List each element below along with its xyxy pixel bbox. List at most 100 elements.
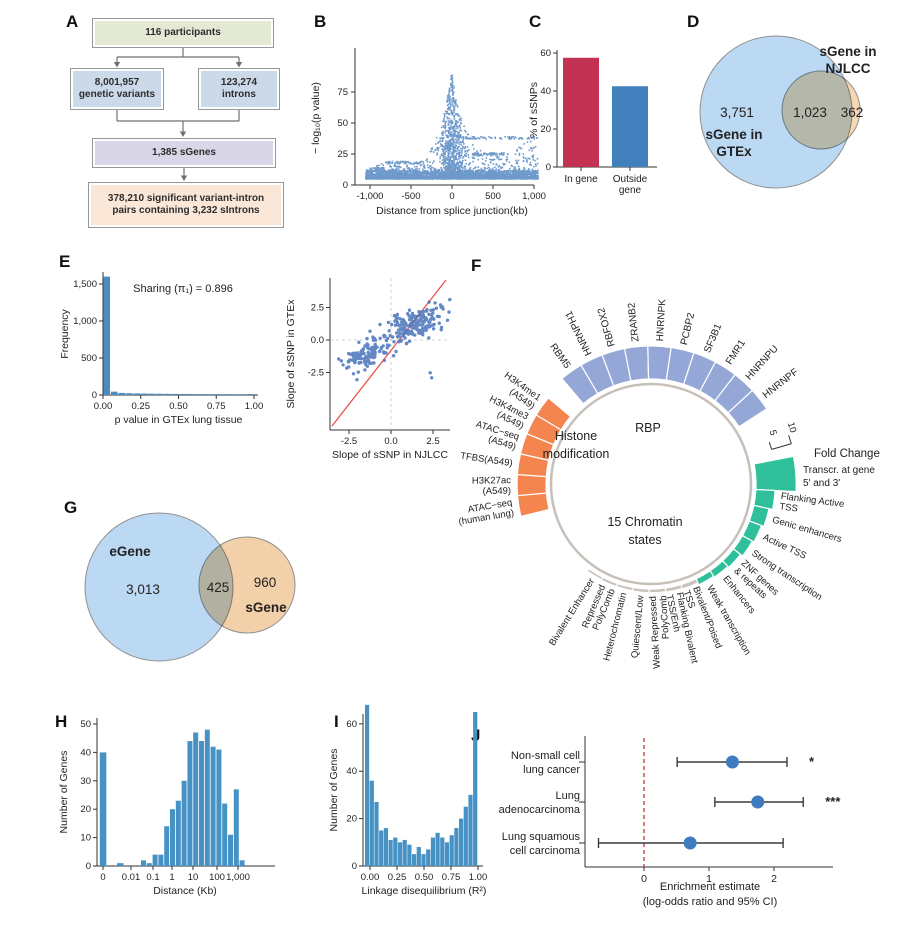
ring-label: Transcr. at gene 5' and 3' bbox=[803, 465, 875, 489]
forest-point bbox=[751, 795, 765, 809]
flow-box-3: 1,385 sGenes bbox=[92, 138, 276, 168]
panel-label-h: H bbox=[55, 712, 68, 731]
y-axis-label: Number of Genes bbox=[328, 749, 340, 832]
svg-text:20: 20 bbox=[540, 124, 551, 135]
scatter-points bbox=[365, 74, 539, 180]
venn-overlap-value: 425 bbox=[207, 580, 230, 595]
ring-label: RBFOX2 bbox=[596, 306, 618, 348]
ring-label: ATAC−seq(human lung) bbox=[456, 497, 515, 527]
venn-right-circle bbox=[781, 70, 861, 150]
ring-label: HNRNPF bbox=[761, 367, 801, 401]
x-axis-label: Enrichment estimate (log-odds ratio and 9… bbox=[643, 881, 778, 908]
flow-box-text: 116 participants bbox=[95, 21, 271, 45]
venn-overlap-value: 1,023 bbox=[793, 105, 827, 120]
svg-text:-1,000: -1,000 bbox=[357, 191, 384, 202]
svg-text:-2.5: -2.5 bbox=[308, 368, 324, 379]
y-axis-label: Number of Genes bbox=[58, 751, 70, 834]
panel-d-venn-gtex-njlcc: 3,751 sGene in GTEx 1,023 362 sGene in NJLCC bbox=[699, 35, 877, 189]
flowchart-connectors bbox=[113, 48, 243, 181]
panel-label-d: D bbox=[687, 12, 700, 31]
svg-text:2.5: 2.5 bbox=[426, 436, 439, 447]
venn-right-label: sGene bbox=[245, 600, 287, 615]
svg-text:0: 0 bbox=[546, 162, 551, 173]
forest-row bbox=[714, 795, 804, 809]
venn-left-label: eGene bbox=[109, 544, 151, 559]
panel-e-slope-scatter: -2.5 0.0 2.5 -2.5 0.0 2.5 Slope of sSNP in NJL… bbox=[285, 278, 452, 461]
svg-text:0.0: 0.0 bbox=[384, 436, 397, 447]
flow-box-text: 8,001,957 genetic variants bbox=[73, 71, 161, 107]
histogram-bars bbox=[365, 704, 478, 866]
forest-point bbox=[725, 755, 739, 769]
venn-left-value: 3,013 bbox=[126, 582, 160, 597]
svg-text:0.00: 0.00 bbox=[94, 401, 113, 412]
svg-text:60: 60 bbox=[540, 48, 551, 59]
svg-text:50: 50 bbox=[337, 118, 348, 129]
panel-label-i: I bbox=[334, 712, 339, 731]
axes: -2.5 0.0 2.5 -2.5 0.0 2.5 Slope of sSNP in NJL… bbox=[285, 278, 450, 461]
panel-label-b: B bbox=[314, 12, 327, 31]
fold-change-title: Fold Change bbox=[814, 448, 880, 460]
svg-text:1,000: 1,000 bbox=[73, 316, 97, 327]
bar-0 bbox=[563, 57, 599, 167]
ring-label: FMR1 bbox=[724, 338, 748, 367]
scatter-points bbox=[337, 297, 452, 382]
svg-text:500: 500 bbox=[485, 191, 501, 202]
svg-text:0.0: 0.0 bbox=[311, 335, 324, 346]
bar-category-label: In gene bbox=[564, 174, 598, 185]
flow-box-2: 123,274 introns bbox=[198, 68, 280, 110]
histogram-bars bbox=[103, 276, 254, 395]
svg-text:25: 25 bbox=[337, 149, 348, 160]
svg-text:1.00: 1.00 bbox=[245, 401, 264, 412]
venn-right-label: sGene in NJLCC bbox=[819, 44, 876, 76]
axes: 0 500 1,000 1,500 0.00 0.25 0.50 0.75 1.00p valu… bbox=[59, 272, 263, 426]
svg-text:1,500: 1,500 bbox=[73, 279, 97, 290]
panel-e-pvalue-histogram: 0 500 1,000 1,500 0.00 0.25 0.50 0.75 1.00p valu… bbox=[59, 272, 263, 426]
ring-label: HNRNPH1 bbox=[564, 308, 595, 357]
ring-label: TFBS(A549) bbox=[459, 451, 513, 470]
venn-right-value: 362 bbox=[841, 105, 864, 120]
significance-stars: *** bbox=[825, 794, 841, 809]
bar-category-label: Outside gene bbox=[613, 174, 648, 196]
panel-label-e: E bbox=[59, 252, 71, 271]
panel-c-ssnp-barchart: 0 20 40 60 % of sSNPs In gene Outside gene bbox=[528, 48, 657, 196]
svg-text:-2.5: -2.5 bbox=[341, 436, 357, 447]
svg-text:500: 500 bbox=[81, 353, 97, 364]
panel-label-a: A bbox=[66, 12, 79, 31]
ring-label: RBM5 bbox=[547, 342, 572, 371]
flow-box-text: 378,210 significant variant-intron pairs… bbox=[91, 185, 281, 225]
venn-left-label: sGene in GTEx bbox=[705, 127, 762, 159]
ring-label: PCBP2 bbox=[679, 311, 697, 346]
group-title-rbp: RBP bbox=[635, 421, 661, 435]
svg-text:1,000: 1,000 bbox=[522, 191, 546, 202]
ring-label: H3K27ac (A549) bbox=[472, 475, 512, 497]
forest-row bbox=[597, 836, 784, 850]
x-axis-label: p value in GTEx lung tissue bbox=[115, 414, 243, 426]
ring-label: Quiescent/Low bbox=[630, 595, 647, 659]
ring-label: HNRNPK bbox=[655, 298, 669, 341]
x-axis-label: Distance from splice junction(kb) bbox=[376, 205, 528, 217]
panel-g-venn-egene-sgene: 3,013 eGene 425 960 sGene bbox=[84, 512, 296, 662]
bar-1 bbox=[612, 86, 648, 167]
venn-right-value: 960 bbox=[254, 575, 277, 590]
svg-text:0: 0 bbox=[449, 191, 454, 202]
venn-left-value: 3,751 bbox=[720, 105, 754, 120]
histogram-bars bbox=[99, 729, 245, 866]
venn-right-circle bbox=[198, 536, 296, 634]
inner-ring bbox=[549, 382, 753, 586]
flow-box-1: 8,001,957 genetic variants bbox=[70, 68, 164, 110]
flow-box-4: 378,210 significant variant-intron pairs… bbox=[88, 182, 284, 228]
svg-text:-500: -500 bbox=[401, 191, 420, 202]
y-axis-label: % of sSNPs bbox=[528, 82, 540, 138]
study-flowchart: 116 participants 8,001,957 genetic varian… bbox=[60, 10, 312, 242]
svg-text:0.25: 0.25 bbox=[132, 401, 151, 412]
group-title-histone: Histone modification bbox=[543, 429, 610, 461]
